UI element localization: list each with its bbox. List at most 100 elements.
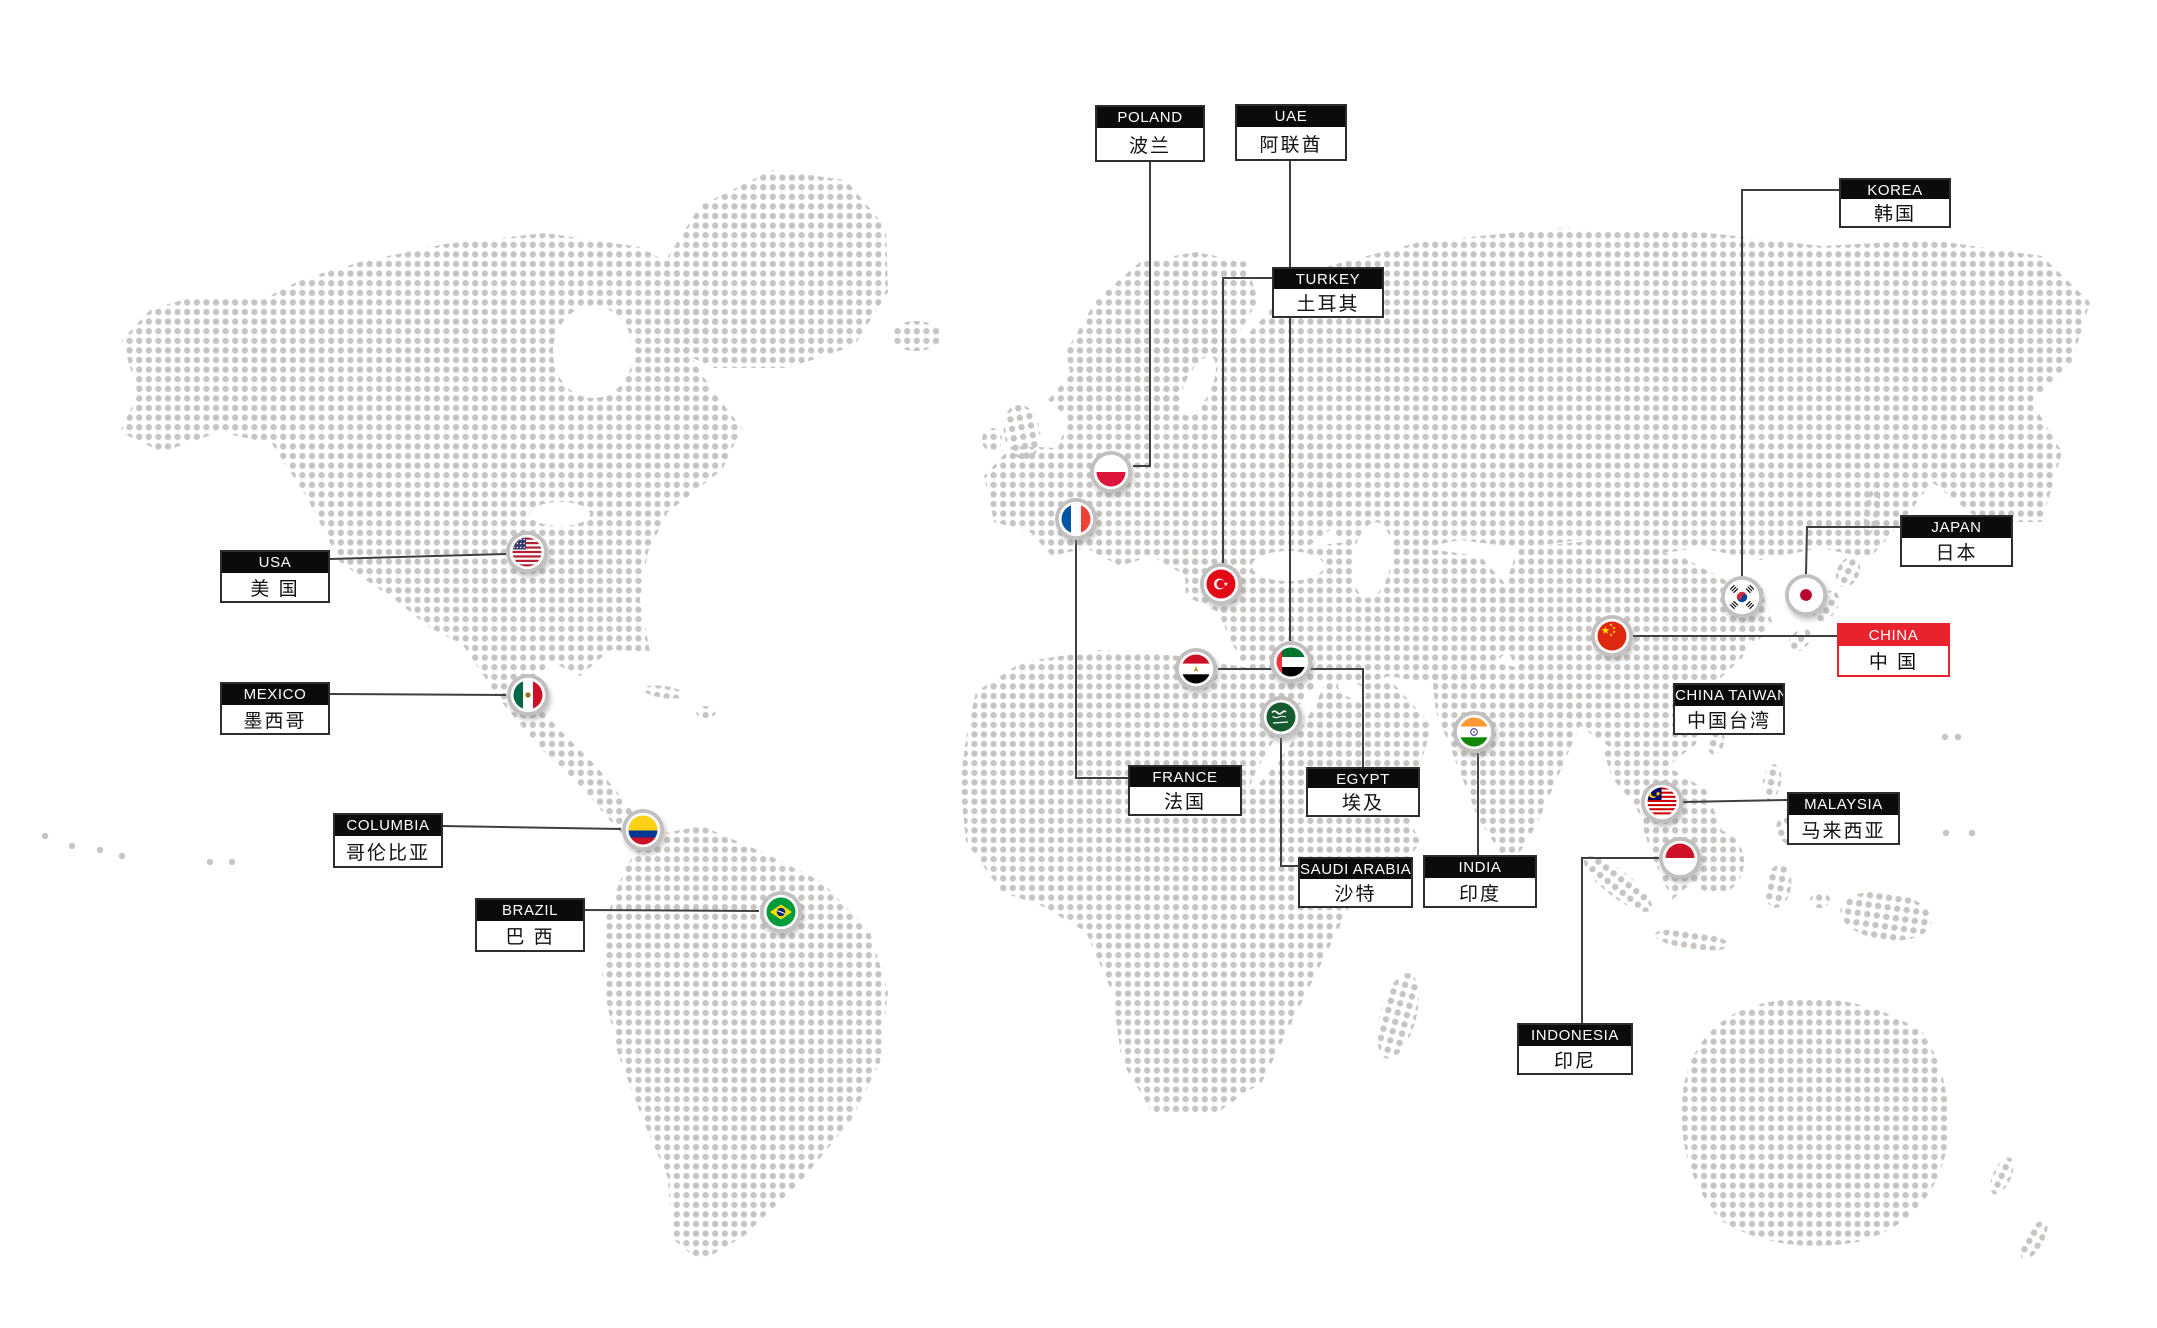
korea-connector-line (1741, 189, 1839, 576)
india-flag-icon (1459, 717, 1489, 747)
country-name-en: EGYPT (1308, 769, 1418, 788)
country-name-zh: 印尼 (1553, 1051, 1596, 1072)
country-name-en: JAPAN (1902, 517, 2011, 538)
country-name-zh: 韩国 (1873, 204, 1916, 225)
china-flag-marker (1591, 615, 1635, 661)
country-name-en: CHINA (1839, 625, 1948, 646)
saudi-arabia-connector-line (1280, 738, 1298, 867)
china-flag-icon (1597, 621, 1627, 651)
turkey-flag-icon (1206, 569, 1236, 599)
label-mexico: MEXICO 墨西哥 (220, 682, 330, 735)
country-name-zh: 阿联酋 (1259, 134, 1323, 156)
country-name-en: INDONESIA (1519, 1025, 1631, 1046)
india-flag-marker (1453, 711, 1497, 757)
country-name-en: SAUDI ARABIA (1300, 859, 1411, 879)
label-poland: POLAND 波兰 (1095, 105, 1205, 162)
mexico-flag-marker (507, 674, 551, 720)
poland-flag-icon (1096, 457, 1126, 487)
label-japan: JAPAN 日本 (1900, 515, 2013, 567)
country-name-en: INDIA (1425, 857, 1535, 878)
uae-flag-icon (1276, 647, 1306, 677)
korea-flag-marker (1721, 576, 1765, 622)
france-flag-marker (1055, 498, 1099, 544)
saudi-arabia-flag-marker (1260, 696, 1304, 742)
malaysia-connector-line (1682, 799, 1788, 803)
country-name-zh: 土耳其 (1296, 294, 1360, 315)
country-name-zh: 中国台湾 (1686, 711, 1771, 732)
label-india: INDIA 印度 (1423, 855, 1537, 908)
country-name-zh: 墨西哥 (243, 710, 307, 732)
japan-flag-icon (1791, 580, 1821, 610)
usa-flag-marker (506, 531, 550, 577)
japan-flag-marker (1785, 574, 1829, 620)
country-name-en: UAE (1237, 106, 1345, 127)
turkey-flag-marker (1200, 563, 1244, 609)
country-name-zh: 马来西亚 (1801, 820, 1886, 842)
country-name-zh: 哥伦比亚 (345, 842, 430, 864)
brazil-flag-icon (766, 897, 796, 927)
country-name-zh: 印度 (1458, 883, 1501, 905)
indonesia-connector-line (1581, 857, 1659, 1023)
label-korea: KOREA 韩国 (1839, 178, 1951, 228)
poland-flag-marker (1090, 451, 1134, 497)
malaysia-flag-icon (1647, 787, 1677, 817)
label-turkey: TURKEY 土耳其 (1272, 267, 1384, 318)
uae-flag-marker (1270, 641, 1314, 687)
saudi-arabia-flag-icon (1266, 702, 1296, 732)
country-name-zh: 法国 (1163, 792, 1206, 813)
korea-flag-icon (1727, 582, 1757, 612)
country-name-en: USA (222, 552, 328, 573)
france-flag-icon (1061, 504, 1091, 534)
country-name-en: COLUMBIA (335, 815, 441, 836)
brazil-flag-marker (760, 891, 804, 937)
label-uae: UAE 阿联酋 (1235, 104, 1347, 161)
connector-lines (329, 161, 1900, 1023)
label-malaysia: MALAYSIA 马来西亚 (1787, 792, 1900, 845)
label-china-taiwan: CHINA TAIWAN 中国台湾 (1673, 683, 1785, 735)
colombia-flag-icon (628, 815, 658, 845)
indonesia-flag-icon (1665, 843, 1695, 873)
label-colombia: COLUMBIA 哥伦比亚 (333, 813, 443, 868)
usa-flag-icon (512, 537, 542, 567)
indonesia-flag-marker (1659, 837, 1703, 883)
usa-connector-line (329, 553, 507, 560)
country-name-zh: 波兰 (1128, 135, 1171, 157)
mexico-connector-line (329, 693, 507, 696)
malaysia-flag-marker (1641, 781, 1685, 827)
country-name-en: MEXICO (222, 684, 328, 705)
france-connector-line (1075, 540, 1128, 779)
brazil-connector-line (584, 909, 760, 912)
poland-connector-line (1133, 162, 1151, 467)
country-name-zh: 巴 西 (505, 927, 555, 948)
country-name-en: POLAND (1097, 107, 1203, 128)
flag-markers (506, 451, 1829, 937)
label-brazil: BRAZIL 巴 西 (475, 898, 585, 952)
country-name-zh: 中 国 (1868, 652, 1919, 673)
label-saudi-arabia: SAUDI ARABIA 沙特 (1298, 857, 1413, 908)
country-name-en: MALAYSIA (1789, 794, 1898, 815)
label-china: CHINA 中 国 (1837, 623, 1950, 677)
egypt-flag-icon (1181, 654, 1211, 684)
turkey-connector-line (1222, 277, 1272, 563)
label-france: FRANCE 法国 (1128, 765, 1242, 816)
country-name-zh: 美 国 (250, 578, 300, 600)
egypt-flag-marker (1175, 648, 1219, 694)
japan-connector-line (1805, 526, 1900, 575)
colombia-flag-marker (622, 809, 666, 855)
country-name-en: TURKEY (1274, 269, 1382, 289)
label-indonesia: INDONESIA 印尼 (1517, 1023, 1633, 1075)
country-name-zh: 埃及 (1341, 793, 1384, 814)
country-name-en: CHINA TAIWAN (1675, 685, 1783, 706)
label-usa: USA 美 国 (220, 550, 330, 603)
egypt-connector-line (1218, 668, 1364, 767)
country-name-en: BRAZIL (477, 900, 583, 921)
mexico-flag-icon (513, 680, 543, 710)
label-egypt: EGYPT 埃及 (1306, 767, 1420, 817)
country-name-en: KOREA (1841, 180, 1949, 199)
country-name-en: FRANCE (1130, 767, 1240, 787)
country-name-zh: 沙特 (1334, 884, 1377, 905)
colombia-connector-line (442, 825, 622, 830)
country-name-zh: 日本 (1935, 543, 1978, 564)
